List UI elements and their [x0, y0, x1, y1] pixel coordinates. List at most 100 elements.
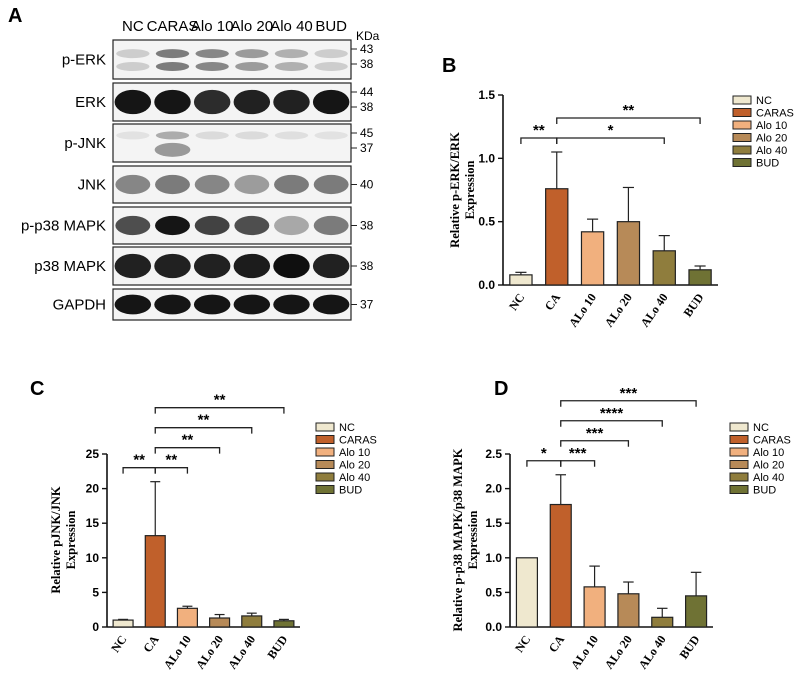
legend-label: CARAS [753, 435, 791, 447]
blot-row-label: p38 MAPK [34, 258, 106, 275]
lane-label: Alo 40 [270, 18, 313, 35]
x-tick-label: ALo 40 [638, 291, 671, 330]
bar [684, 595, 708, 628]
y-tick-label: 20 [86, 482, 100, 496]
legend-swatch [729, 460, 749, 469]
blot-membrane [112, 39, 352, 80]
lane-label: Alo 20 [231, 18, 274, 35]
y-tick-label: 5 [92, 585, 99, 599]
blot-band [155, 174, 190, 195]
legend-swatch [732, 120, 752, 130]
y-axis-title-line: Relative p-ERK/ERK [448, 132, 462, 248]
blot-membrane [112, 82, 352, 122]
bar [617, 593, 640, 628]
blot-band [195, 131, 229, 140]
blot-band [193, 253, 231, 279]
legend-label: Alo 20 [756, 133, 787, 145]
blot-band [114, 253, 152, 279]
significance-bracket [154, 447, 221, 454]
significance-label: ** [623, 102, 635, 119]
blot-row-label: p-ERK [62, 52, 106, 69]
blot-band [194, 174, 230, 195]
kda-header: KDa [356, 29, 380, 43]
bar [176, 607, 198, 628]
legend-label: Alo 40 [756, 145, 787, 157]
legend-swatch [732, 95, 752, 105]
legend-swatch [729, 485, 749, 494]
y-tick-label: 1.0 [478, 151, 495, 165]
blot-band [235, 49, 269, 59]
legend-label: Alo 20 [753, 460, 784, 472]
legend-swatch [315, 447, 335, 457]
blot-band [273, 253, 310, 279]
kda-marker: 43 [360, 42, 374, 56]
blot-band [193, 89, 231, 115]
significance-label: *** [569, 445, 587, 462]
x-tick-label: BUD [677, 632, 703, 661]
bar [549, 503, 572, 628]
panel-letter-a: A [8, 5, 22, 27]
kda-marker: 38 [360, 100, 374, 114]
blot-band [154, 89, 191, 115]
blot-band [154, 253, 191, 279]
y-tick-label: 25 [86, 447, 100, 461]
significance-bracket [560, 460, 596, 467]
y-tick-label: 0.0 [478, 278, 495, 292]
y-axis-title: Relative p-ERK/ERKExpression [448, 132, 477, 248]
bar [616, 221, 641, 286]
blot-band [314, 131, 348, 140]
blot-row-label: ERK [75, 94, 106, 111]
blot-membrane [112, 246, 352, 286]
blot-band [155, 215, 190, 236]
blot-band [273, 89, 310, 115]
x-tick-label: NC [506, 291, 527, 313]
x-tick-label: BUD [264, 632, 290, 661]
significance-bracket [154, 427, 253, 434]
x-tick-label: CA [140, 632, 162, 655]
significance-bracket [560, 420, 663, 427]
significance-label: * [541, 445, 547, 462]
blot-band [155, 49, 190, 59]
legend-label: BUD [753, 485, 776, 497]
blot-band [233, 294, 271, 315]
blot-band [195, 62, 229, 72]
significance-label: ** [198, 412, 210, 429]
significance-bracket [154, 467, 189, 474]
y-axis-title: Relative pJNK/JNKExpression [49, 486, 78, 594]
kda-marker: 45 [360, 126, 374, 140]
blot-band [193, 294, 231, 315]
legend-label: NC [339, 422, 355, 434]
y-tick-label: 0 [92, 620, 99, 634]
y-tick-label: 10 [86, 551, 100, 565]
kda-marker: 38 [360, 259, 374, 273]
kda-marker: 38 [360, 57, 374, 71]
legend-label: CARAS [756, 108, 794, 120]
legend-label: CARAS [339, 435, 377, 447]
x-tick-label: CA [542, 290, 564, 313]
blot-row-label: GAPDH [53, 297, 106, 314]
legend-swatch [315, 460, 335, 469]
y-tick-label: 15 [86, 516, 100, 530]
kda-marker: 38 [360, 219, 374, 233]
legend-label: Alo 40 [753, 472, 784, 484]
blot-membrane [112, 206, 352, 245]
blot-band [313, 174, 349, 195]
bar [580, 231, 605, 286]
legend-swatch [729, 447, 749, 457]
x-tick-label: ALo 40 [225, 633, 258, 672]
blot-band [154, 294, 191, 315]
legend-label: NC [753, 422, 769, 434]
chart-panel-c: C 0 5 10 15 20 25 Relative pJNK/JNKExpression NC… [30, 378, 377, 672]
blot-band [115, 215, 151, 236]
bar [509, 274, 533, 286]
legend-swatch [732, 108, 752, 117]
blot-band [314, 49, 348, 59]
legend-swatch [315, 485, 335, 494]
x-tick-label: ALo 10 [568, 633, 601, 672]
blot-row-label: p-p38 MAPK [21, 218, 106, 235]
blot-membrane [112, 123, 352, 163]
blot-band [116, 49, 150, 59]
bar [273, 620, 295, 628]
blot-band [155, 62, 190, 72]
legend-swatch [315, 472, 335, 482]
